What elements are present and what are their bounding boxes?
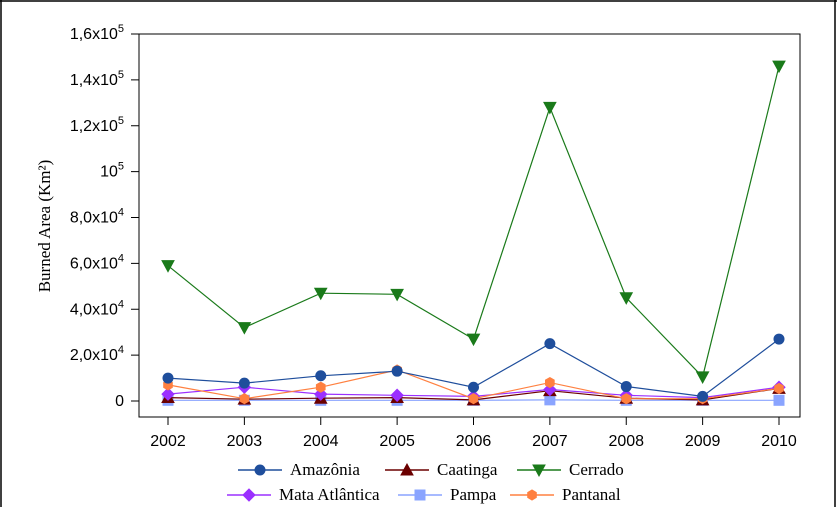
data-point (619, 292, 634, 305)
legend-marker (414, 489, 426, 501)
legend-marker (254, 464, 266, 476)
data-point (466, 333, 481, 347)
data-point (390, 288, 404, 302)
x-tick-label: 2008 (608, 433, 644, 450)
y-tick-label: 6,0x104 (70, 252, 124, 272)
data-point (391, 365, 403, 377)
data-point (162, 372, 174, 384)
y-axis-ticks: 0 2,0x104 4,0x104 6,0x104 8,0x104 105 1,2x105 1… (70, 23, 139, 410)
legend-marker (527, 489, 537, 501)
data-point (390, 388, 404, 402)
series-cerrado (161, 60, 786, 384)
y-tick-label: 105 (100, 161, 124, 181)
x-tick-label: 2003 (227, 433, 263, 450)
data-point (773, 333, 785, 345)
y-tick-label: 1,6x105 (70, 23, 124, 43)
plot-area-frame (138, 33, 801, 418)
data-point (621, 393, 632, 405)
x-tick-label: 2009 (685, 433, 721, 450)
series-layer (161, 60, 786, 406)
y-tick-label: 1,4x105 (70, 69, 124, 89)
data-point (545, 377, 555, 389)
x-tick-label: 2002 (150, 433, 186, 450)
legend-label: Caatinga (437, 460, 498, 479)
data-point (161, 387, 175, 401)
x-tick-label: 2007 (532, 433, 568, 450)
legend-marker (532, 464, 546, 478)
y-tick-label: 0 (115, 393, 124, 410)
data-point (620, 381, 632, 393)
data-point (774, 382, 784, 394)
data-point (468, 381, 479, 393)
y-tick-label: 2,0x104 (70, 344, 124, 364)
data-point (314, 387, 328, 401)
data-point (695, 371, 710, 384)
y-axis-label: Burned Area (Km²) (35, 160, 54, 293)
x-axis-ticks: 2002 2003 2004 2005 2006 2007 2008 2009 2010 (150, 417, 797, 450)
legend-marker (242, 488, 256, 502)
data-point (468, 393, 479, 405)
data-point (313, 287, 328, 301)
data-point (773, 394, 785, 406)
data-point (237, 322, 252, 335)
data-point (544, 338, 556, 350)
data-point (238, 377, 250, 389)
data-point (543, 382, 557, 397)
data-point (697, 390, 709, 402)
legend-label: Cerrado (569, 460, 624, 479)
series-line (167, 65, 780, 379)
legend-item: Caatinga (385, 460, 498, 479)
legend-item: Mata Atlântica (227, 485, 380, 504)
data-point (315, 381, 326, 393)
legend-label: Amazônia (290, 460, 360, 479)
legend-label: Pampa (450, 485, 497, 504)
y-tick-label: 1,2x105 (70, 115, 124, 135)
data-point (161, 260, 175, 273)
data-point (543, 101, 557, 115)
legend: Amazônia Caatinga Cerrado Mata Atlântica Pam… (227, 460, 624, 504)
x-tick-label: 2010 (761, 433, 797, 450)
data-point (772, 60, 786, 74)
y-tick-label: 4,0x104 (70, 298, 124, 318)
data-point (544, 394, 556, 406)
legend-item: Pampa (398, 485, 497, 504)
data-point (239, 393, 250, 405)
legend-item: Cerrado (517, 460, 624, 479)
x-tick-label: 2006 (456, 433, 492, 450)
y-tick-label: 8,0x104 (70, 207, 124, 227)
x-tick-label: 2004 (303, 433, 339, 450)
legend-item: Pantanal (510, 485, 621, 504)
legend-item: Amazônia (238, 460, 360, 479)
legend-label: Pantanal (562, 485, 621, 504)
x-tick-label: 2005 (379, 433, 415, 450)
data-point (315, 370, 327, 382)
legend-marker (400, 462, 414, 476)
series-amaz-nia (162, 333, 785, 402)
legend-label: Mata Atlântica (279, 485, 380, 504)
